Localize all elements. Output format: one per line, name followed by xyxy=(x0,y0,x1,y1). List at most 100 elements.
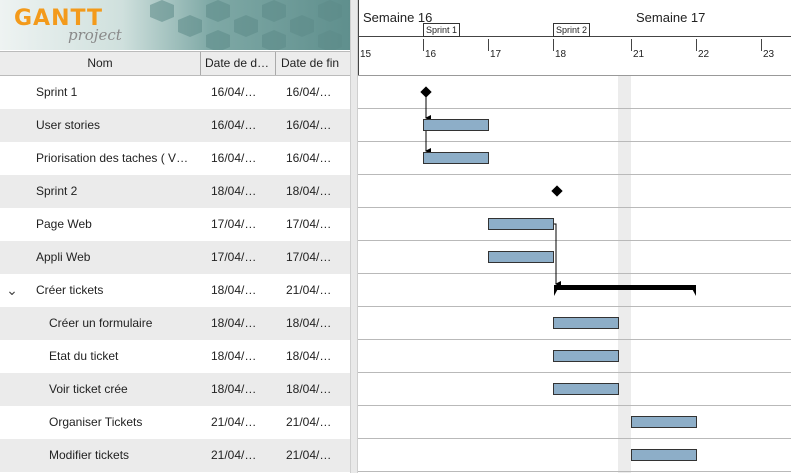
table-row[interactable]: Sprint 2 18/04/… 18/04/… xyxy=(0,175,350,208)
task-name: Modifier tickets xyxy=(49,448,130,462)
day-tick xyxy=(761,39,762,51)
table-row[interactable]: Voir ticket crée 18/04/… 18/04/… xyxy=(0,373,350,406)
table-row[interactable]: Créer un formulaire 18/04/… 18/04/… xyxy=(0,307,350,340)
table-row[interactable]: Appli Web 17/04/… 17/04/… xyxy=(0,241,350,274)
task-end-date: 16/04/… xyxy=(286,151,332,165)
task-start-date: 16/04/… xyxy=(211,151,257,165)
column-header-end[interactable]: Date de fin xyxy=(275,52,350,75)
task-start-date: 17/04/… xyxy=(211,217,257,231)
task-start-date: 16/04/… xyxy=(211,85,257,99)
logo-subtext: project xyxy=(68,26,122,44)
table-row[interactable]: User stories 16/04/… 16/04/… xyxy=(0,109,350,142)
gantt-chart: Semaine 16 Semaine 17 Sprint 1 Sprint 2 … xyxy=(358,0,791,473)
row-gridline xyxy=(358,405,791,406)
task-name: Sprint 1 xyxy=(36,85,78,99)
collapse-chevron-icon[interactable]: ⌄ xyxy=(6,282,18,298)
logo-text: GANTT xyxy=(14,6,104,31)
task-name: Priorisation des taches ( V… xyxy=(36,151,189,165)
table-row[interactable]: Priorisation des taches ( V… 16/04/… 16/04… xyxy=(0,142,350,175)
task-bar-voir-ticket[interactable] xyxy=(553,383,619,395)
table-row[interactable]: Page Web 17/04/… 17/04/… xyxy=(0,208,350,241)
task-end-date: 16/04/… xyxy=(286,118,332,132)
task-name: Page Web xyxy=(36,217,92,231)
row-gridline xyxy=(358,339,791,340)
task-name: Sprint 2 xyxy=(36,184,78,198)
sprint-marker-2: Sprint 2 xyxy=(553,23,591,37)
day-label-17: 17 xyxy=(490,49,502,60)
day-label-16: 16 xyxy=(425,49,437,60)
row-gridline xyxy=(358,471,791,472)
day-tick xyxy=(631,39,632,51)
day-tick xyxy=(696,39,697,51)
task-name: Créer un formulaire xyxy=(49,316,153,330)
task-name: Créer tickets xyxy=(36,283,104,297)
table-row[interactable]: ⌄ Créer tickets 18/04/… 21/04/… xyxy=(0,274,350,307)
task-bar-appli-web[interactable] xyxy=(488,251,554,263)
task-bar-organiser-tickets[interactable] xyxy=(631,416,697,428)
task-bar-etat-ticket[interactable] xyxy=(553,350,619,362)
row-gridline xyxy=(358,141,791,142)
task-end-date: 21/04/… xyxy=(286,415,332,429)
task-bar-creer-formulaire[interactable] xyxy=(553,317,619,329)
hexagon-pattern xyxy=(150,0,342,50)
task-bar-page-web[interactable] xyxy=(488,218,554,230)
task-end-date: 18/04/… xyxy=(286,184,332,198)
row-gridline xyxy=(358,306,791,307)
table-row[interactable]: Etat du ticket 18/04/… 18/04/… xyxy=(0,340,350,373)
timeline-header xyxy=(358,0,791,76)
dependency-arrows xyxy=(425,97,561,287)
task-start-date: 18/04/… xyxy=(211,349,257,363)
task-start-date: 21/04/… xyxy=(211,415,257,429)
task-end-date: 21/04/… xyxy=(286,448,332,462)
task-bar-priorisation[interactable] xyxy=(423,152,489,164)
row-gridline xyxy=(358,108,791,109)
task-start-date: 18/04/… xyxy=(211,283,257,297)
day-tick xyxy=(488,39,489,51)
day-tick xyxy=(553,39,554,51)
week-label-17: Semaine 17 xyxy=(636,10,706,25)
task-end-date: 21/04/… xyxy=(286,283,332,297)
task-end-date: 16/04/… xyxy=(286,85,332,99)
row-gridline xyxy=(358,438,791,439)
task-start-date: 18/04/… xyxy=(211,316,257,330)
task-name: Organiser Tickets xyxy=(49,415,143,429)
task-bar-user-stories[interactable] xyxy=(423,119,489,131)
task-name: User stories xyxy=(36,118,101,132)
task-table-panel: GANTT project Nom Date de d… Date de fin… xyxy=(0,0,350,473)
day-label-22: 22 xyxy=(698,49,710,60)
table-row[interactable]: Modifier tickets 21/04/… 21/04/… xyxy=(0,439,350,472)
row-gridline xyxy=(358,240,791,241)
task-name: Appli Web xyxy=(36,250,91,264)
day-tick xyxy=(423,39,424,51)
column-header-name[interactable]: Nom xyxy=(87,56,113,70)
app-logo: GANTT project xyxy=(0,0,350,50)
column-header-start[interactable]: Date de d… xyxy=(200,52,274,75)
sprint-marker-1: Sprint 1 xyxy=(423,23,461,37)
task-start-date: 21/04/… xyxy=(211,448,257,462)
task-end-date: 18/04/… xyxy=(286,382,332,396)
task-start-date: 16/04/… xyxy=(211,118,257,132)
weekend-shading xyxy=(618,76,631,473)
task-start-date: 18/04/… xyxy=(211,184,257,198)
row-gridline xyxy=(358,273,791,274)
summary-bar-creer-tickets[interactable] xyxy=(358,0,791,473)
table-row[interactable]: Organiser Tickets 21/04/… 21/04/… xyxy=(0,406,350,439)
table-header: Nom Date de d… Date de fin xyxy=(0,51,350,76)
table-row[interactable]: Sprint 1 16/04/… 16/04/… xyxy=(0,76,350,109)
day-tick xyxy=(358,39,359,51)
timeline-left-edge xyxy=(358,0,359,75)
task-end-date: 18/04/… xyxy=(286,349,332,363)
task-start-date: 17/04/… xyxy=(211,250,257,264)
task-end-date: 17/04/… xyxy=(286,250,332,264)
row-gridline xyxy=(358,372,791,373)
task-bar-modifier-tickets[interactable] xyxy=(631,449,697,461)
row-gridline xyxy=(358,174,791,175)
splitter-handle[interactable] xyxy=(350,0,358,473)
day-label-21: 21 xyxy=(633,49,645,60)
week-label-16: Semaine 16 xyxy=(363,10,433,25)
day-label-15: 15 xyxy=(360,49,372,60)
task-name: Etat du ticket xyxy=(49,349,119,363)
task-end-date: 17/04/… xyxy=(286,217,332,231)
day-label-23: 23 xyxy=(763,49,775,60)
row-gridline xyxy=(358,207,791,208)
